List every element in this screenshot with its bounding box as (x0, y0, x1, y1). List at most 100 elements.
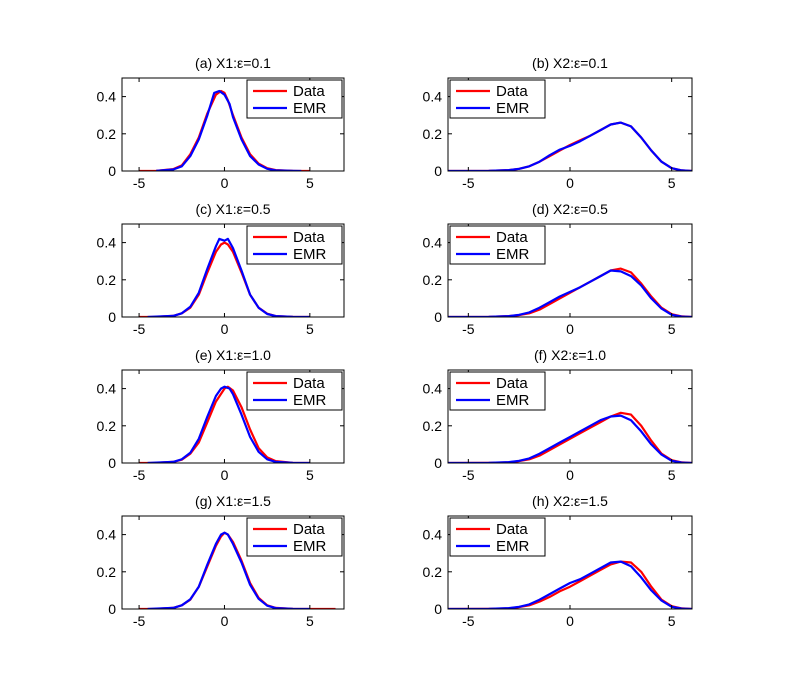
x-tick-label: 0 (566, 613, 574, 629)
x-tick-label: -5 (462, 175, 475, 191)
y-tick-label: 0 (434, 309, 442, 325)
axes-frame (121, 515, 345, 610)
legend-label-emr: EMR (293, 538, 327, 555)
x-tick-label: 5 (668, 175, 676, 191)
subplot-title: (b) X2:ε=0.1 (532, 55, 608, 71)
x-tick-label: 5 (668, 467, 676, 483)
y-tick-label: 0 (108, 455, 116, 471)
x-tick-label: 5 (306, 321, 314, 337)
y-tick-label: 0.2 (97, 126, 117, 142)
series-line-emr (147, 237, 310, 317)
x-tick-label: -5 (462, 467, 475, 483)
legend-box (246, 79, 343, 119)
y-tick-label: 0.4 (423, 89, 443, 105)
legend-label-data: Data (293, 229, 325, 246)
legend-label-emr: EMR (496, 100, 530, 117)
series-line-data (448, 560, 692, 609)
x-tick-label: 0 (566, 175, 574, 191)
axes-frame (121, 223, 345, 318)
x-tick-label: 5 (306, 175, 314, 191)
x-tick-label: 5 (668, 321, 676, 337)
x-tick-label: -5 (462, 321, 475, 337)
legend-label-data: Data (496, 521, 528, 538)
legend-label-data: Data (293, 83, 325, 100)
x-tick-label: 0 (566, 467, 574, 483)
y-tick-label: 0.4 (97, 89, 117, 105)
subplot-title: (f) X2:ε=1.0 (534, 347, 606, 363)
y-tick-label: 0 (108, 163, 116, 179)
legend-box (246, 225, 343, 265)
subplot-title: (h) X2:ε=1.5 (532, 493, 608, 509)
subplot-title: (d) X2:ε=0.5 (532, 201, 608, 217)
x-tick-label: -5 (133, 613, 146, 629)
legend-box (246, 517, 343, 557)
y-tick-label: 0.4 (97, 527, 117, 543)
x-tick-label: 5 (668, 613, 676, 629)
legend-label-emr: EMR (496, 246, 530, 263)
legend-label-data: Data (496, 229, 528, 246)
x-tick-label: 0 (221, 467, 229, 483)
x-tick-label: -5 (133, 175, 146, 191)
y-tick-label: 0.2 (423, 418, 443, 434)
series-line-emr (156, 89, 302, 171)
series-line-emr (448, 269, 692, 317)
legend-label-data: Data (293, 521, 325, 538)
y-tick-label: 0.4 (97, 381, 117, 397)
y-tick-label: 0 (108, 309, 116, 325)
x-tick-label: -5 (462, 613, 475, 629)
x-tick-label: 5 (306, 467, 314, 483)
subplot-title: (a) X1:ε=0.1 (195, 55, 271, 71)
y-tick-label: 0.4 (423, 527, 443, 543)
legend-label-emr: EMR (496, 392, 530, 409)
subplot-title: (c) X1:ε=0.5 (195, 201, 270, 217)
legend-box (449, 517, 546, 557)
y-tick-label: 0.2 (423, 126, 443, 142)
legend-label-emr: EMR (293, 246, 327, 263)
legend-box (449, 225, 546, 265)
y-tick-label: 0.4 (97, 235, 117, 251)
y-tick-label: 0 (434, 455, 442, 471)
series-line-emr (448, 560, 692, 609)
x-tick-label: -5 (133, 467, 146, 483)
legend-label-emr: EMR (496, 538, 530, 555)
x-tick-label: 0 (221, 175, 229, 191)
x-tick-label: 0 (566, 321, 574, 337)
legend-box (449, 79, 546, 119)
legend-label-emr: EMR (293, 100, 327, 117)
y-tick-label: 0.4 (423, 235, 443, 251)
series-line-emr (147, 385, 310, 463)
legend-box (246, 371, 343, 411)
y-tick-label: 0 (434, 163, 442, 179)
series-line-emr (147, 531, 310, 609)
y-tick-label: 0.2 (97, 564, 117, 580)
y-tick-label: 0.2 (423, 564, 443, 580)
legend-box (449, 371, 546, 411)
y-tick-label: 0.4 (423, 381, 443, 397)
x-tick-label: -5 (133, 321, 146, 337)
subplot-title: (e) X1:ε=1.0 (195, 347, 271, 363)
y-tick-label: 0.2 (97, 272, 117, 288)
axes-frame (121, 77, 345, 172)
y-tick-label: 0.2 (97, 418, 117, 434)
y-tick-label: 0 (434, 601, 442, 617)
legend-label-data: Data (496, 375, 528, 392)
legend-label-data: Data (496, 83, 528, 100)
legend-label-data: Data (293, 375, 325, 392)
x-tick-label: 0 (221, 613, 229, 629)
